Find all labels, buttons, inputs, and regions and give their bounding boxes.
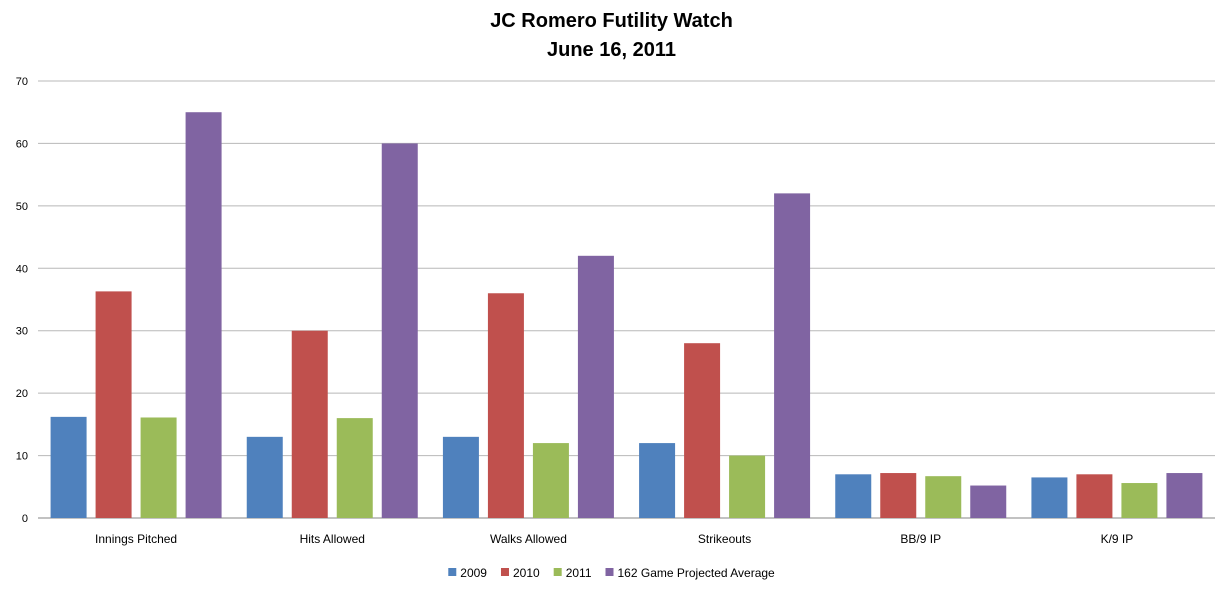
bar bbox=[1166, 473, 1203, 518]
bar bbox=[442, 436, 479, 518]
y-tick-label: 40 bbox=[16, 263, 28, 275]
legend-swatch bbox=[448, 568, 457, 576]
bar bbox=[835, 474, 872, 518]
bar bbox=[246, 436, 283, 518]
bar bbox=[381, 143, 418, 518]
legend-label: 2011 bbox=[566, 566, 592, 580]
x-category-label: K/9 IP bbox=[1101, 532, 1134, 546]
y-tick-label: 50 bbox=[16, 201, 28, 213]
y-tick-label: 60 bbox=[16, 138, 28, 150]
legend-label: 162 Game Projected Average bbox=[618, 566, 776, 580]
bar bbox=[639, 443, 676, 518]
y-tick-label: 70 bbox=[16, 76, 28, 88]
bar bbox=[1076, 474, 1113, 518]
bar bbox=[577, 255, 614, 519]
x-category-label: BB/9 IP bbox=[900, 532, 941, 546]
bar bbox=[487, 293, 524, 518]
chart-subtitle: June 16, 2011 bbox=[547, 39, 676, 61]
x-category-label: Strikeouts bbox=[698, 532, 751, 546]
y-tick-label: 20 bbox=[16, 388, 28, 400]
x-category-label: Walks Allowed bbox=[490, 532, 567, 546]
bar bbox=[1031, 477, 1068, 518]
legend-label: 2010 bbox=[513, 566, 540, 580]
y-tick-label: 0 bbox=[22, 513, 28, 525]
bar bbox=[970, 485, 1007, 518]
bar bbox=[140, 417, 177, 518]
bar bbox=[336, 418, 373, 518]
bar bbox=[729, 455, 766, 518]
legend-swatch bbox=[500, 568, 509, 576]
y-tick-label: 30 bbox=[16, 326, 28, 338]
y-tick-label: 10 bbox=[16, 451, 28, 463]
bar bbox=[95, 291, 132, 518]
bar bbox=[1121, 483, 1158, 518]
bar bbox=[774, 193, 811, 518]
bar bbox=[185, 112, 222, 518]
legend-swatch bbox=[553, 568, 562, 576]
bar bbox=[684, 343, 721, 518]
chart-title: JC Romero Futility Watch bbox=[490, 10, 733, 32]
bar bbox=[925, 476, 962, 518]
x-category-label: Innings Pitched bbox=[95, 532, 177, 546]
bar bbox=[880, 473, 917, 518]
bar bbox=[532, 443, 569, 518]
x-category-label: Hits Allowed bbox=[300, 532, 365, 546]
legend-swatch bbox=[605, 568, 614, 576]
legend-label: 2009 bbox=[460, 566, 487, 580]
bar bbox=[291, 330, 328, 518]
bar bbox=[50, 416, 87, 518]
